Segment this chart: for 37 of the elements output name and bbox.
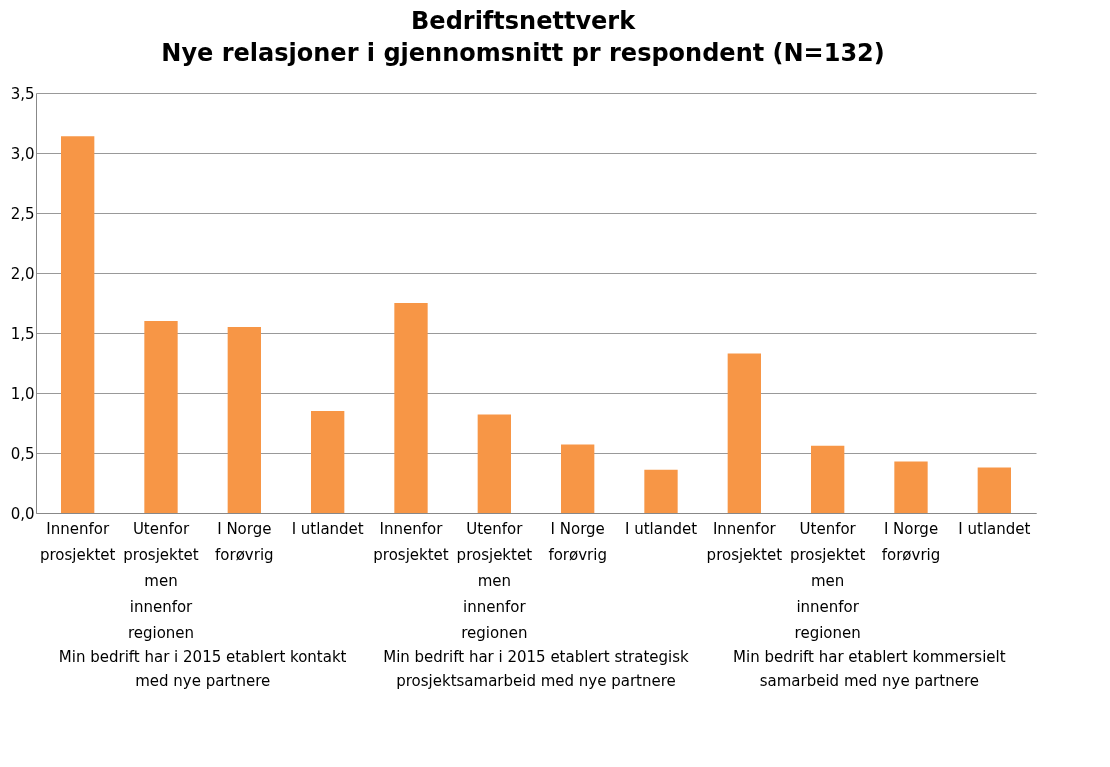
bar <box>894 461 928 513</box>
x-tick-label: Innenfor prosjektet <box>706 519 783 564</box>
text: Min bedrift har i 2015 etablert kontakt med nye partnere <box>58 648 347 690</box>
bar <box>394 303 428 513</box>
x-tick-label: Utenfor prosjektet men innenfor regionen <box>123 519 199 642</box>
bar <box>727 353 761 513</box>
x-tick-label: Utenfor prosjektet men innenfor regionen <box>789 519 866 642</box>
text: Min bedrift har etablert kommersielt samarbeid med nye partnere <box>733 648 1006 690</box>
chart-subtitle: Nye relasjoner i gjennomsnitt pr respondent (N=132) <box>161 39 885 67</box>
y-tick-label: 0,0 <box>10 504 35 523</box>
x-tick-label: Utenfor prosjektet men innenfor regionen <box>456 519 533 642</box>
bar <box>561 444 595 513</box>
bar <box>477 414 511 513</box>
bar <box>811 445 845 513</box>
y-tick-label: 3,5 <box>10 84 35 103</box>
text: Min bedrift har i 2015 etablert strategisk prosjektsamarbeid med nye partnere <box>383 648 690 690</box>
bar <box>144 321 178 513</box>
chart-title: Bedriftsnettverk <box>411 7 637 35</box>
y-tick-label: 1,0 <box>10 384 35 403</box>
y-tick-label: 0,5 <box>10 444 35 463</box>
x-tick-label: I Norge forøvrig <box>881 519 941 564</box>
x-tick-label: Innenfor prosjektet <box>373 519 449 564</box>
bar <box>311 411 345 513</box>
y-tick-label: 2,5 <box>10 204 35 223</box>
y-tick-label: 2,0 <box>10 264 35 283</box>
bar <box>977 467 1011 513</box>
bar <box>644 469 678 513</box>
x-tick-label: Innenfor prosjektet <box>39 519 116 564</box>
x-tick-label: I Norge forøvrig <box>215 519 274 564</box>
x-tick-label: I utlandet <box>291 519 364 538</box>
y-tick-label: 3,0 <box>10 144 35 163</box>
bar <box>227 327 261 513</box>
x-tick-label: I Norge forøvrig <box>548 519 607 564</box>
bar <box>61 136 95 513</box>
x-tick-label: I utlandet <box>624 519 698 538</box>
x-tick-label: I utlandet <box>958 519 1031 538</box>
y-tick-label: 1,5 <box>10 324 35 343</box>
